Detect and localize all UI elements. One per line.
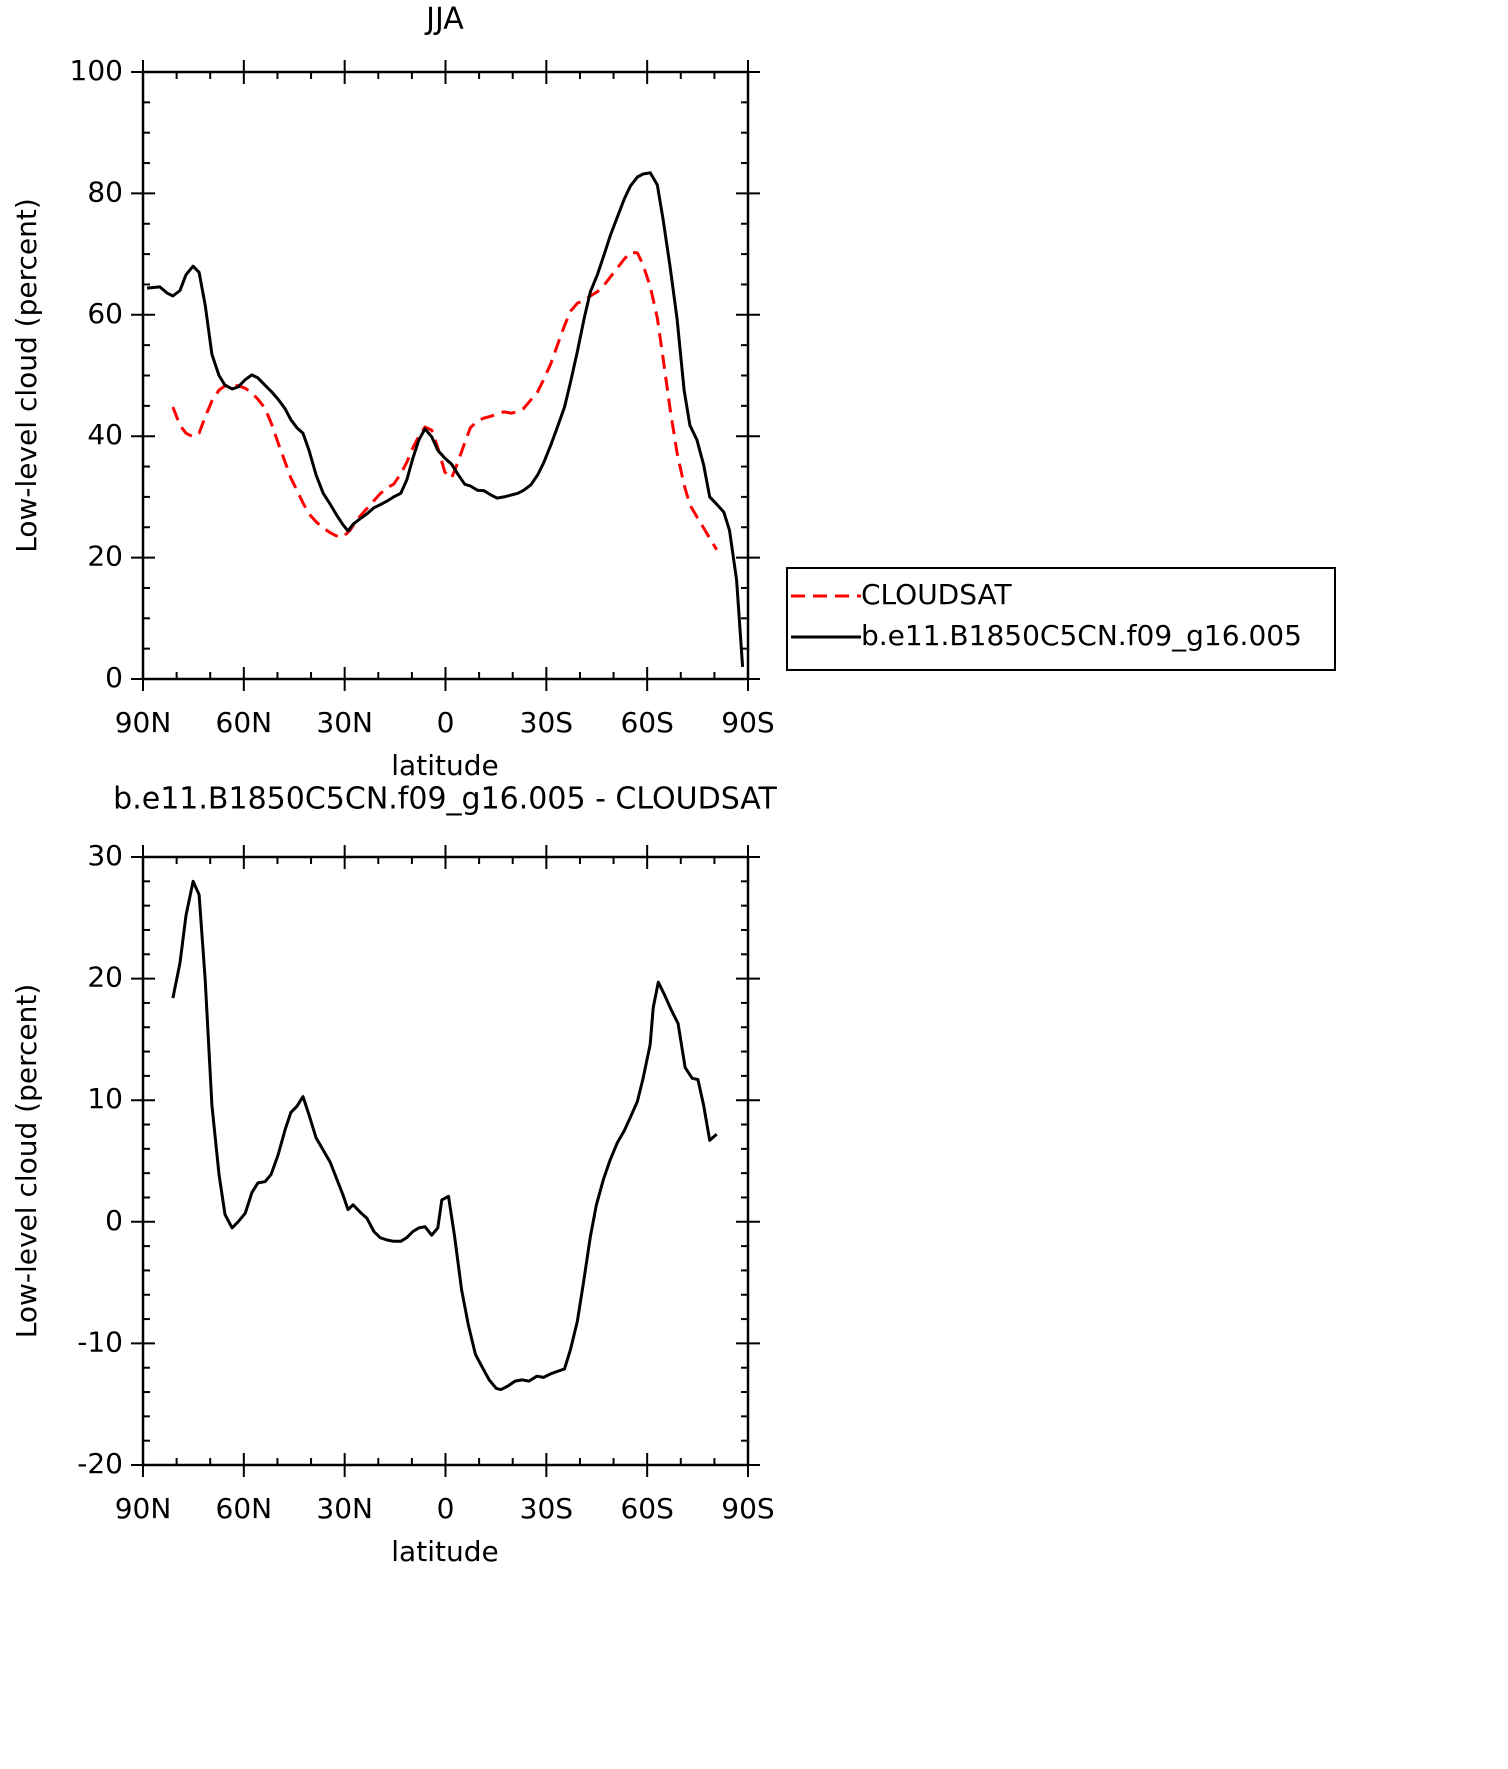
data-line: [146, 171, 745, 668]
y-tick-label: 80: [87, 175, 123, 208]
y-tick-label: 40: [87, 418, 123, 451]
y-tick-label: 100: [70, 54, 123, 87]
chart-title: b.e11.B1850C5CN.f09_g16.005 - CLOUDSAT: [113, 782, 777, 817]
x-tick-label: 0: [437, 1492, 455, 1525]
plot-frame: [141, 70, 750, 681]
x-tick-label: 90S: [721, 1492, 774, 1525]
x-tick-label: 30N: [316, 1492, 373, 1525]
y-tick-label: -10: [77, 1325, 123, 1358]
x-tick-label: 30N: [316, 706, 373, 739]
y-tick-label: 0: [105, 1204, 123, 1237]
y-tick-label: 20: [87, 540, 123, 573]
y-tick-label: 10: [87, 1082, 123, 1115]
data-line: [171, 879, 718, 1392]
x-tick-label: 90S: [721, 706, 774, 739]
x-tick-label: 30S: [520, 1492, 573, 1525]
y-axis-label: Low-level cloud (percent): [10, 198, 43, 553]
x-tick-label: 90N: [115, 706, 172, 739]
data-line: [171, 250, 718, 551]
legend-label: CLOUDSAT: [861, 578, 1013, 611]
x-tick-label: 0: [437, 706, 455, 739]
y-tick-label: 0: [105, 661, 123, 694]
y-axis-label: Low-level cloud (percent): [10, 984, 43, 1339]
x-tick-label: 90N: [115, 1492, 172, 1525]
x-axis-label: latitude: [391, 1535, 498, 1568]
plot-frame: [141, 855, 750, 1467]
x-tick-label: 60N: [216, 706, 273, 739]
chart-title: JJA: [424, 2, 464, 37]
legend-label: b.e11.B1850C5CN.f09_g16.005: [861, 619, 1302, 652]
y-tick-label: 20: [87, 961, 123, 994]
x-tick-label: 60S: [620, 1492, 673, 1525]
x-tick-label: 60N: [216, 1492, 273, 1525]
x-axis-label: latitude: [391, 749, 498, 782]
y-tick-label: -20: [77, 1447, 123, 1480]
x-tick-label: 30S: [520, 706, 573, 739]
y-tick-label: 30: [87, 839, 123, 872]
legend-box: [786, 567, 1336, 671]
y-tick-label: 60: [87, 297, 123, 330]
x-tick-label: 60S: [620, 706, 673, 739]
